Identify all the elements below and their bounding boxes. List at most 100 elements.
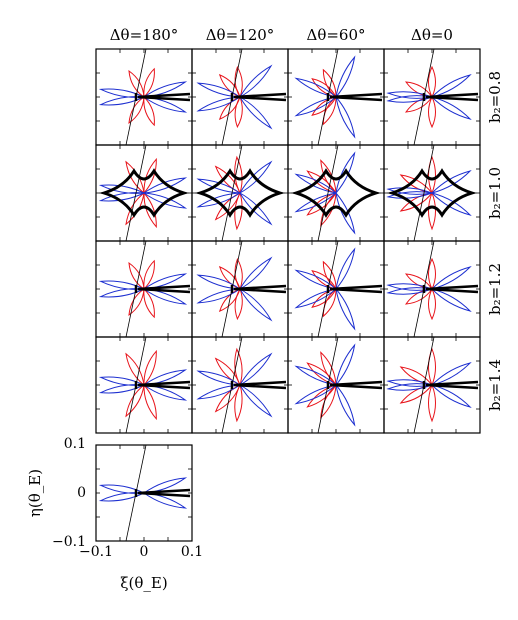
panel-rref-c0: [95, 444, 193, 542]
source-trajectory: [413, 241, 435, 337]
y-tick-bottom: −0.1: [52, 534, 86, 550]
blue-curve: [239, 256, 273, 290]
red-curve: [128, 96, 145, 125]
red-curve: [143, 288, 155, 319]
blue-curve: [196, 288, 241, 304]
blue-curve: [431, 288, 472, 312]
column-label-0: Δθ=0: [411, 26, 453, 44]
panel-r3-c3: [383, 336, 481, 434]
blue-curve: [239, 64, 273, 98]
red-curve: [234, 347, 243, 386]
x-axis-title: ξ(θ_E): [120, 574, 167, 592]
blue-curve: [431, 96, 472, 120]
panel-r3-c0: [95, 336, 193, 434]
y-tick-mid: 0: [77, 485, 86, 501]
blue-curve: [431, 192, 472, 216]
source-trajectory: [413, 337, 435, 433]
blue-curve: [335, 96, 356, 139]
panel-r3-c2: [287, 336, 385, 434]
y-axis-title: η(θ_E): [26, 469, 44, 517]
source-trajectory: [125, 145, 147, 241]
blue-curve: [335, 384, 356, 427]
caustic-curve: [98, 168, 190, 218]
blue-curve: [294, 269, 337, 290]
red-curve: [320, 351, 337, 386]
red-curve: [218, 74, 241, 98]
source-trajectory: [221, 49, 243, 145]
panel-r2-c2: [287, 240, 385, 338]
blue-curve: [335, 151, 356, 194]
column-label-180: Δθ=180°: [110, 26, 179, 44]
row-label-b2-1-4: b₂=1.4: [486, 359, 504, 411]
blue-curve: [431, 74, 472, 98]
blue-curve: [294, 77, 337, 98]
source-trajectory: [125, 337, 147, 433]
red-curve: [428, 65, 436, 98]
source-trajectory: [317, 337, 339, 433]
blue-curve: [239, 192, 273, 226]
blue-curve: [386, 383, 433, 391]
panel-r0-c0: [95, 48, 193, 146]
x-tick-left: −0.1: [79, 544, 113, 560]
red-curve: [322, 96, 337, 126]
source-trajectory: [221, 241, 243, 337]
red-curve: [428, 257, 436, 290]
blue-curve: [239, 288, 273, 322]
red-curve: [125, 192, 145, 226]
blue-curve: [98, 288, 145, 298]
blue-curve: [196, 96, 241, 112]
blue-curve: [431, 266, 472, 290]
red-curve: [428, 384, 436, 423]
caustic-curve: [134, 488, 191, 498]
blue-curve: [196, 384, 241, 400]
blue-curve: [98, 492, 145, 502]
source-trajectory: [413, 145, 435, 241]
red-curve: [143, 259, 155, 290]
panel-r1-c0: [95, 144, 193, 242]
red-curve: [320, 384, 337, 419]
source-trajectory: [221, 337, 243, 433]
panel-r1-c1: [191, 144, 289, 242]
blue-curve: [196, 82, 241, 98]
source-trajectory: [125, 445, 147, 541]
blue-curve: [335, 343, 356, 386]
source-trajectory: [221, 145, 243, 241]
source-trajectory: [317, 241, 339, 337]
red-curve: [143, 96, 155, 127]
red-curve: [306, 192, 337, 216]
panel-r1-c2: [287, 144, 385, 242]
source-trajectory: [413, 49, 435, 145]
blue-curve: [98, 384, 145, 394]
column-label-60: Δθ=60°: [306, 26, 365, 44]
red-curve: [320, 159, 337, 194]
caustic-curve: [230, 380, 287, 390]
red-curve: [218, 266, 241, 290]
blue-curve: [386, 191, 433, 199]
caustic-curve: [422, 380, 479, 390]
blue-curve: [196, 192, 241, 208]
red-curve: [143, 192, 157, 229]
blue-curve: [239, 96, 273, 130]
red-curve: [143, 157, 157, 194]
red-curve: [234, 155, 243, 194]
blue-curve: [196, 274, 241, 290]
panel-r1-c3: [383, 144, 481, 242]
caustic-curve: [422, 284, 479, 294]
red-curve: [322, 288, 337, 318]
blue-curve: [294, 384, 337, 405]
panel-r0-c2: [287, 48, 385, 146]
caustic-curve: [386, 168, 478, 218]
panel-grid: [95, 48, 481, 542]
caustic-curve: [230, 92, 287, 102]
blue-curve: [239, 352, 273, 386]
red-curve: [143, 349, 157, 386]
red-curve: [428, 96, 436, 129]
red-curve: [428, 155, 436, 194]
blue-curve: [386, 95, 433, 103]
red-curve: [143, 384, 157, 421]
caustic-curve: [422, 92, 479, 102]
x-tick-right: 0.1: [181, 544, 203, 560]
blue-curve: [294, 192, 337, 213]
blue-curve: [143, 192, 188, 209]
